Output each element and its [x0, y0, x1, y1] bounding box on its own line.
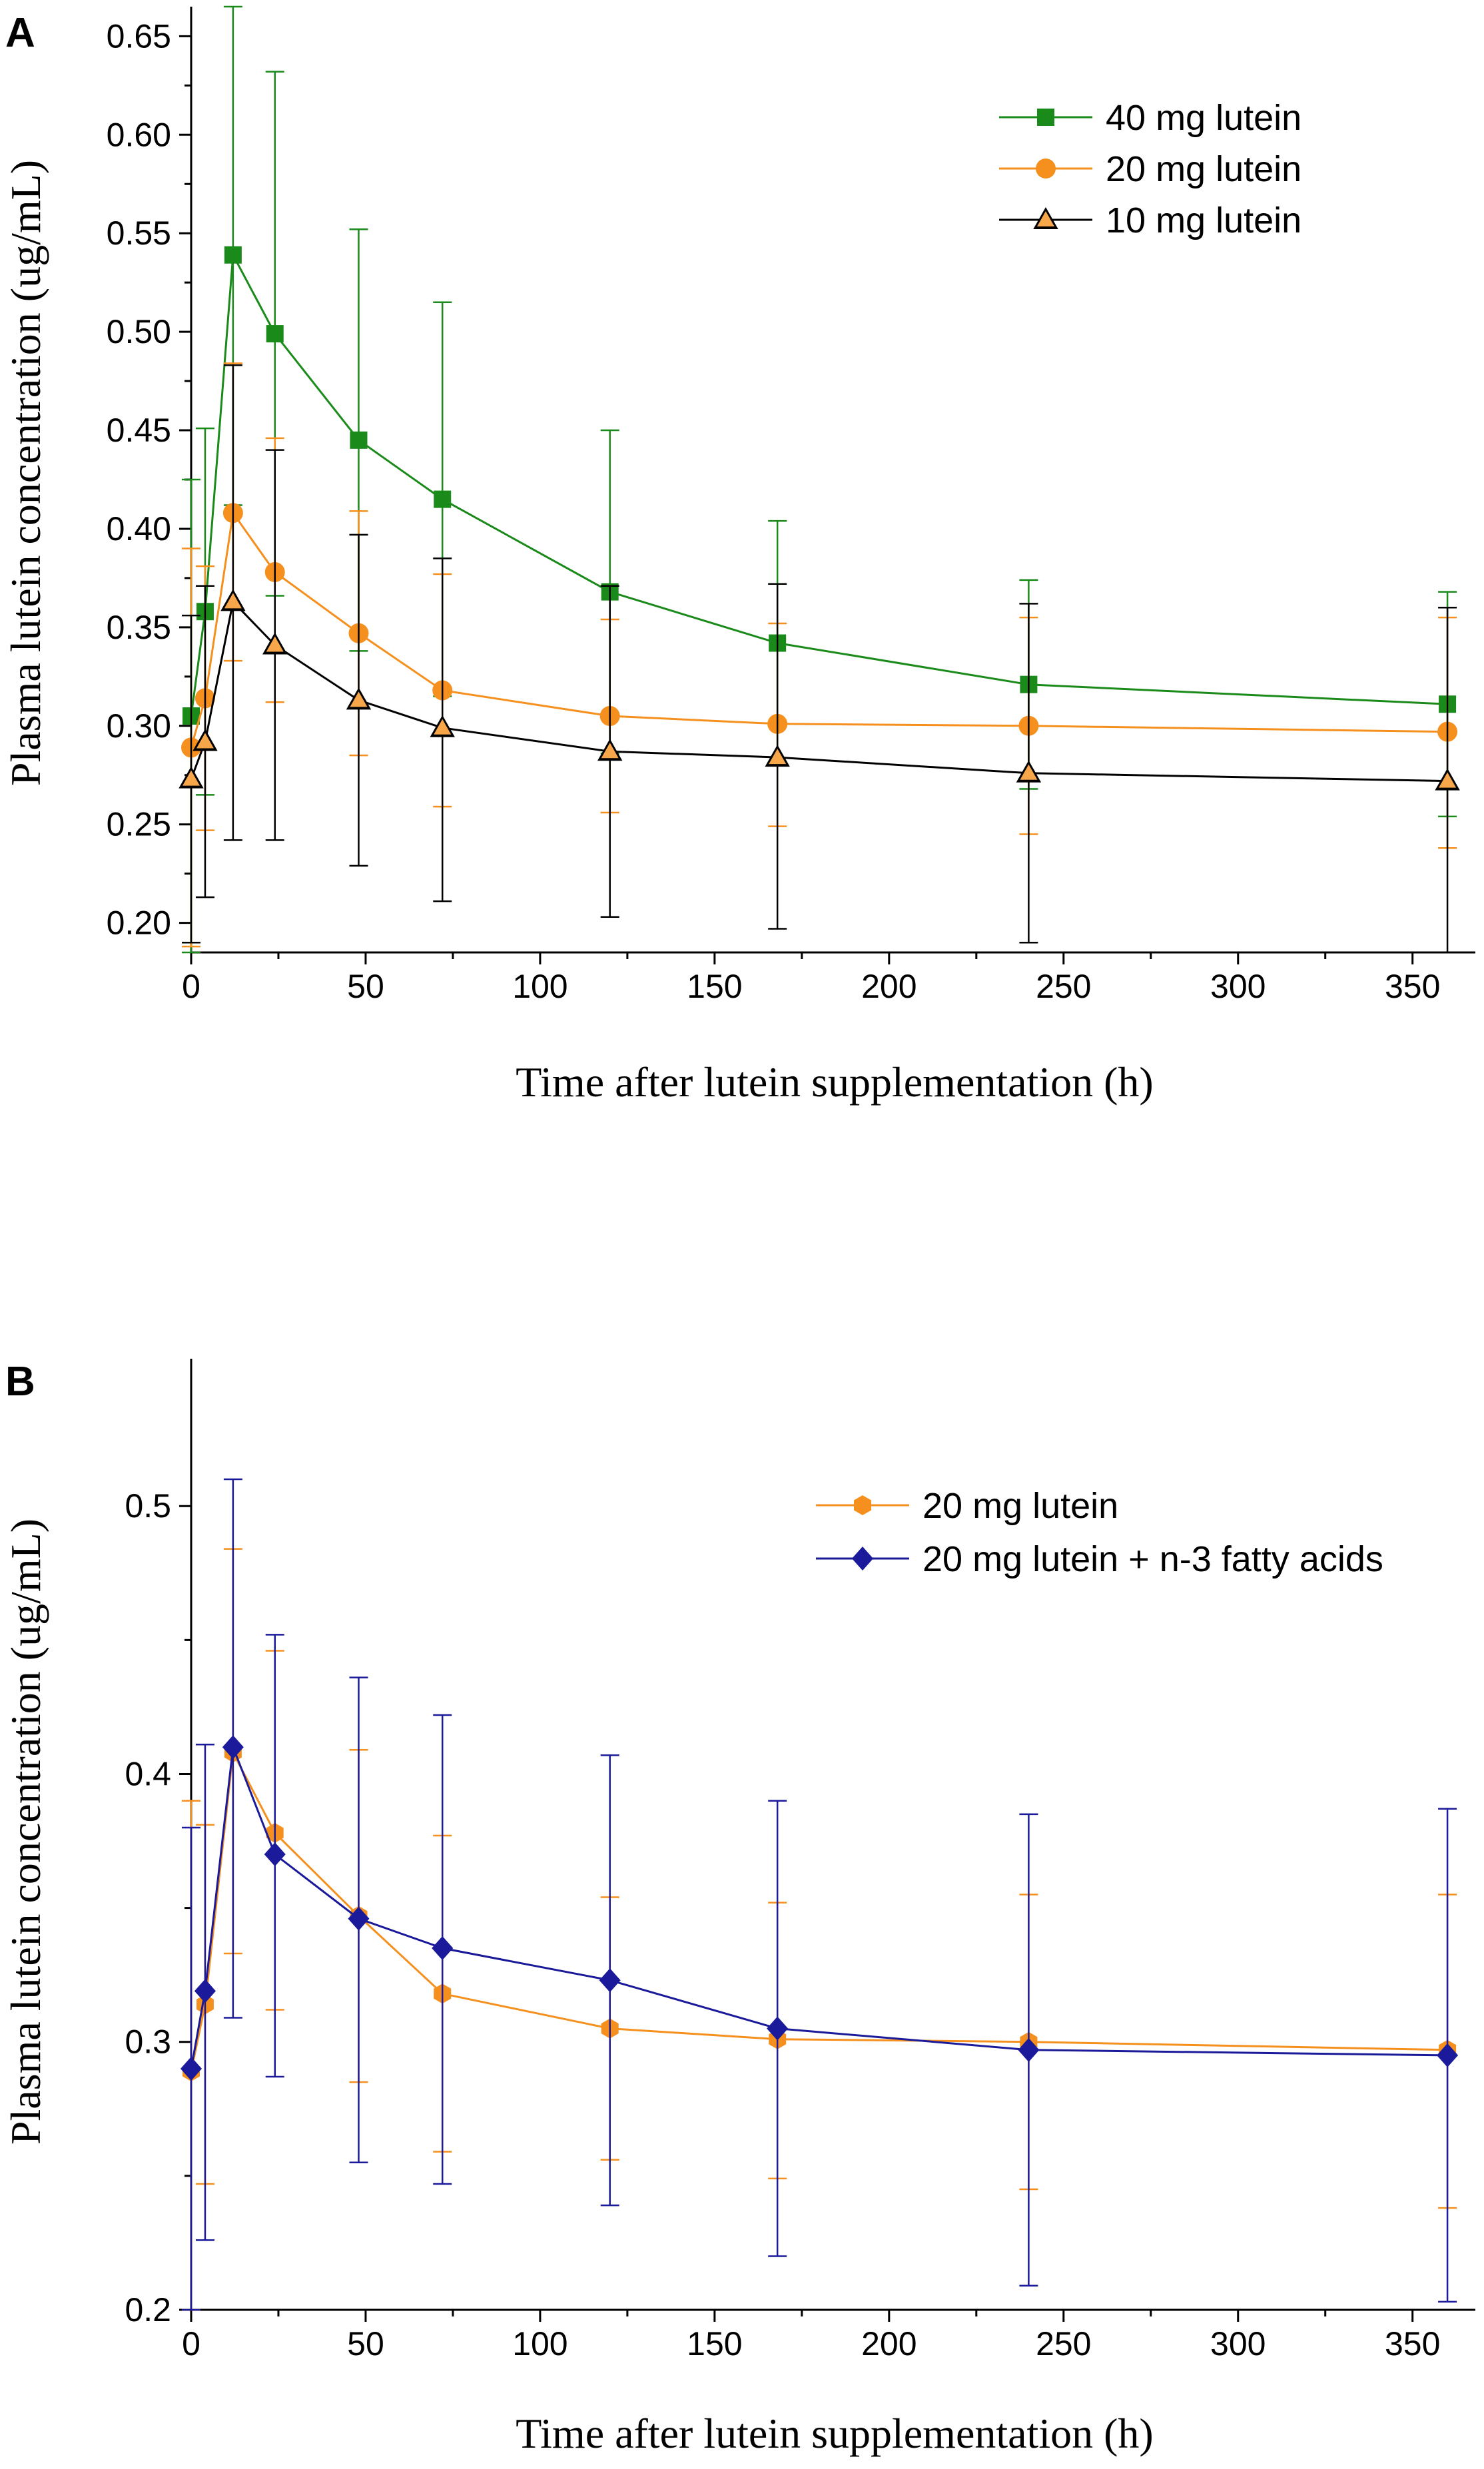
panel-a-x-tick-label: 150 — [687, 968, 742, 1005]
panel-a-legend-label: 40 mg lutein — [1106, 98, 1301, 138]
panel-a-series-line — [190, 510, 1448, 748]
panel-a-data-point-inner — [1020, 764, 1038, 780]
panel-b-data-point — [1018, 2037, 1040, 2062]
panel-a-data-point-inner — [350, 691, 368, 707]
panel-a-data-point-inner — [183, 770, 200, 786]
panel-a-data-point-inner — [1439, 772, 1457, 788]
panel-a-data-point-inner — [266, 636, 284, 652]
panel-b-legend-label: 20 mg lutein + n-3 fatty acids — [923, 1539, 1383, 1579]
panel-a-y-axis-title: Plasma lutein concentration (ug/mL) — [2, 160, 49, 786]
panel-a-data-point — [224, 246, 242, 264]
panel-a-legend-marker-inner — [1037, 211, 1054, 226]
panel-b-data-point — [348, 1906, 370, 1931]
panel-b-legend-label: 20 mg lutein — [923, 1486, 1118, 1526]
panel-a-x-tick-label: 250 — [1036, 968, 1091, 1005]
panel-b-data-point — [599, 1968, 621, 1993]
panel-b: B 0 50 100 150 200 250 300 350 0.2 0.3 0.4 0.5 Time… — [2, 1359, 1475, 2457]
panel-b-data-point — [432, 1936, 454, 1960]
panel-b-legend: 20 mg lutein 20 mg lutein + n-3 fatty aci… — [816, 1486, 1383, 1579]
panel-b-data-point — [222, 1735, 244, 1760]
panel-b-data-point — [264, 1842, 286, 1867]
panel-a-series-line — [190, 599, 1448, 783]
panel-a-legend: 40 mg lutein 20 mg lutein 10 mg lutein — [999, 98, 1301, 240]
panel-a-x-axis-title: Time after lutein supplementation (h) — [516, 1058, 1153, 1106]
panel-b-data-point — [1437, 2043, 1459, 2067]
panel-b-series-2 — [181, 1478, 1459, 2311]
panel-b-x-tick-label: 50 — [347, 2325, 384, 2362]
panel-a-data-point — [434, 490, 452, 508]
panel-a-x-tick-label: 350 — [1385, 968, 1440, 1005]
panel-b-x-axis-title: Time after lutein supplementation (h) — [516, 2410, 1153, 2457]
panel-a-data-point — [266, 325, 284, 343]
panel-a-data-point-inner — [196, 733, 214, 749]
panel-a-series-3 — [179, 364, 1460, 954]
panel-a-data-point-inner — [224, 593, 242, 609]
panel-b-x-tick-label: 100 — [512, 2325, 567, 2362]
panel-b-x-tick-label: 300 — [1210, 2325, 1266, 2362]
panel-b-series-line — [190, 1746, 1448, 2069]
panel-b-x-tick-label: 200 — [861, 2325, 917, 2362]
panel-a-x-tick-label: 50 — [347, 968, 384, 1005]
panel-a-x-tick-label: 0 — [182, 968, 200, 1005]
panel-a-y-tick-label: 0.60 — [107, 116, 171, 153]
panel-b-x-tick-label: 0 — [182, 2325, 200, 2362]
panel-a-data-point-inner — [434, 719, 452, 735]
panel-a-data-point — [350, 431, 368, 449]
panel-a-legend-marker — [1037, 109, 1054, 126]
panel-a-y-tick-label: 0.65 — [107, 17, 171, 55]
panel-a-gridless-plot: 0 50 100 150 200 250 300 350 0.20 0.25 0.30 0.35 0.4… — [107, 5, 1475, 1005]
panel-a-y-tick-label: 0.55 — [107, 214, 171, 252]
panel-b-x-tick-label: 350 — [1385, 2325, 1440, 2362]
panel-a-x-tick-label: 200 — [861, 968, 917, 1005]
panel-b-x-tick-label: 250 — [1036, 2325, 1091, 2362]
panel-a: A 0 50 100 150 200 250 300 3500.200.250.300.350… — [2, 5, 1475, 1106]
panel-b-legend-marker — [852, 1547, 873, 1571]
panel-b-data-point — [181, 2056, 202, 2081]
panel-a-y-tick-label: 0.40 — [107, 510, 171, 547]
panel-a-legend-label: 20 mg lutein — [1106, 149, 1301, 189]
panel-a-data-point-inner — [601, 743, 619, 759]
panel-b-y-tick-label: 0.5 — [125, 1487, 171, 1525]
panel-a-legend-label: 10 mg lutein — [1106, 200, 1301, 240]
panel-a-y-tick-label: 0.20 — [107, 904, 171, 942]
panel-b-legend-marker — [854, 1495, 871, 1515]
panel-a-y-tick-label: 0.50 — [107, 313, 171, 350]
panel-b-y-tick-label: 0.4 — [125, 1755, 171, 1792]
panel-a-y-tick-label: 0.35 — [107, 609, 171, 646]
panel-a-y-tick-label: 0.25 — [107, 806, 171, 843]
panel-a-legend-marker — [1036, 159, 1056, 178]
panel-a-x-tick-label: 300 — [1210, 968, 1266, 1005]
panel-b-data-point — [194, 1979, 216, 2003]
panel-a-series-line — [190, 251, 1448, 717]
panel-a-x-tick-label: 100 — [512, 968, 567, 1005]
panel-a-data-point-inner — [769, 749, 787, 765]
panel-letter-b: B — [5, 1359, 35, 1405]
panel-a-y-tick-label: 0.45 — [107, 412, 171, 449]
panel-b-y-tick-label: 0.2 — [125, 2291, 171, 2328]
panel-b-data-point — [767, 2016, 789, 2041]
panel-b-gridless-plot: 0 50 100 150 200 250 300 350 0.2 0.3 0.4 0.5 — [125, 1359, 1475, 2362]
panel-b-y-tick-label: 0.3 — [125, 2023, 171, 2061]
panel-b-x-tick-label: 150 — [687, 2325, 742, 2362]
panel-b-y-axis-title: Plasma lutein concentration (ug/mL) — [2, 1519, 49, 2145]
panel-b-series-line — [190, 1749, 1448, 2072]
panel-a-y-tick-label: 0.30 — [107, 707, 171, 745]
panel-letter-a: A — [5, 10, 35, 56]
